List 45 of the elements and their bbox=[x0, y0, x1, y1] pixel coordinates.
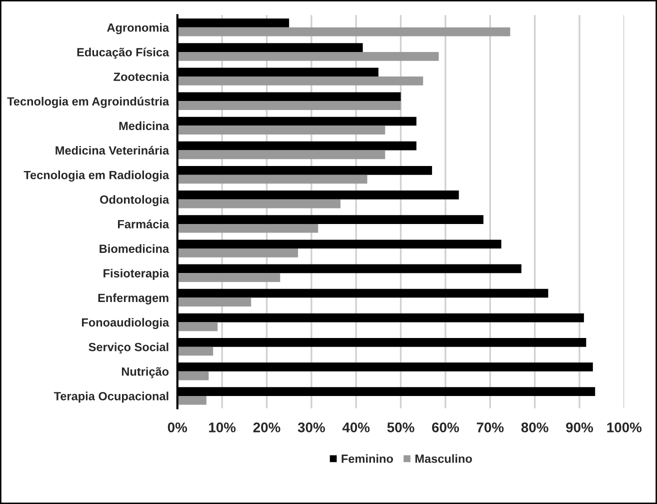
x-tick-label: 90% bbox=[566, 422, 594, 432]
y-tick-label: Tecnologia em Agroindústria bbox=[7, 96, 170, 108]
y-tick-label: Agronomia bbox=[107, 23, 170, 34]
x-tick-label: 100% bbox=[607, 422, 642, 432]
bar bbox=[177, 248, 298, 258]
bar bbox=[177, 346, 214, 356]
bar bbox=[177, 27, 510, 36]
y-tick-label: Farmácia bbox=[118, 220, 170, 228]
y-tick-label: Medicina bbox=[119, 121, 170, 130]
bar bbox=[177, 76, 424, 86]
bar bbox=[177, 101, 401, 110]
x-tick-label: 60% bbox=[432, 422, 459, 432]
legend-label: Feminino bbox=[342, 454, 393, 463]
y-tick-label: Fonoaudiologia bbox=[82, 318, 170, 330]
bar bbox=[177, 298, 252, 307]
y-tick-label: Zootecnia bbox=[114, 72, 170, 81]
bar bbox=[177, 273, 280, 282]
y-tick-label: Biomedicina bbox=[100, 244, 170, 253]
y-tick-label: Medicina Veterinária bbox=[56, 146, 170, 155]
legend-label: Masculino bbox=[415, 454, 472, 463]
y-tick-label: Tecnologia em Radiologia bbox=[24, 170, 170, 182]
x-tick-label: 0% bbox=[168, 422, 188, 432]
bar bbox=[177, 150, 386, 160]
x-tick-label: 50% bbox=[387, 422, 414, 432]
y-tick-label: Odontologia bbox=[100, 195, 170, 206]
bar bbox=[177, 199, 340, 208]
y-tick-label: Nutrição bbox=[122, 367, 169, 378]
y-tick-label: Fisioterapia bbox=[104, 268, 170, 280]
x-tick-label: 20% bbox=[253, 422, 280, 432]
bar bbox=[177, 396, 206, 405]
y-tick-label: Enfermagem bbox=[98, 293, 168, 304]
bar bbox=[177, 371, 209, 380]
bar bbox=[177, 174, 368, 184]
x-tick-label: 80% bbox=[521, 422, 548, 432]
x-tick-label: 40% bbox=[342, 422, 370, 432]
x-tick-label: 70% bbox=[476, 422, 504, 432]
y-tick-label: Educação Física bbox=[77, 48, 170, 59]
y-tick-label: Terapia Ocupacional bbox=[54, 392, 168, 403]
bar bbox=[177, 224, 318, 233]
bar bbox=[177, 52, 439, 61]
bar bbox=[177, 322, 218, 332]
y-tick-label: Serviço Social bbox=[88, 342, 168, 354]
x-tick-label: 10% bbox=[209, 422, 236, 432]
x-tick-label: 30% bbox=[298, 422, 325, 432]
bar bbox=[177, 126, 386, 135]
